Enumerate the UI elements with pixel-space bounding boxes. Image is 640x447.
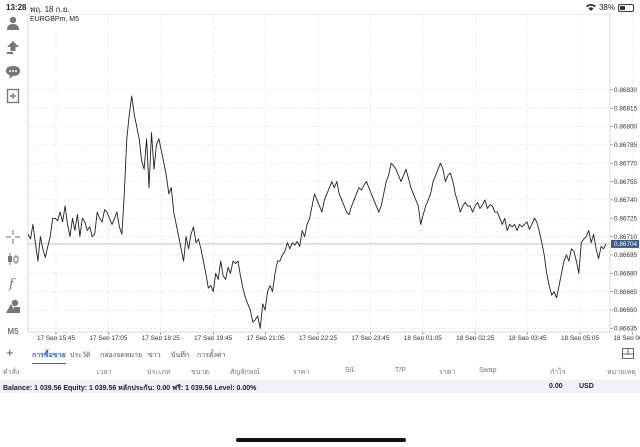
add-icon[interactable]: + — [6, 345, 14, 360]
col-current-price[interactable]: ราคา — [439, 369, 456, 376]
crosshair-icon[interactable] — [4, 228, 22, 246]
col-swap[interactable]: Swap — [479, 367, 497, 374]
account-icon[interactable] — [4, 14, 22, 32]
account-currency: USD — [579, 383, 594, 390]
window-icon[interactable] — [622, 348, 634, 359]
trade-up-icon[interactable] — [4, 38, 22, 56]
col-tp[interactable]: T/P — [395, 367, 406, 374]
balance-row[interactable]: Balance: 1 039.56 Equity: 1 039.56 หลักป… — [0, 380, 640, 393]
y-tick-label: 0.86665 — [614, 289, 638, 296]
y-tick-label: 0.86725 — [614, 215, 638, 222]
x-tick-label: 18 Sep 06:25 — [613, 335, 640, 340]
col-order[interactable]: คำสั่ง — [3, 369, 20, 376]
battery-percent: 38% — [598, 3, 615, 12]
col-sl[interactable]: S/L — [345, 367, 356, 374]
current-price-label: 0.86704 — [614, 241, 638, 248]
y-tick-label: 0.86680 — [614, 270, 638, 277]
wifi-icon — [585, 4, 596, 11]
y-tick-label: 0.86695 — [614, 252, 638, 259]
tab-news[interactable]: ข่าว — [148, 352, 161, 359]
chart-canvas[interactable]: 17 Sep 15:45 17 Sep 17:05 17 Sep 18:25 17 S… — [26, 14, 640, 340]
y-tick-label: 0.86815 — [614, 105, 638, 112]
y-tick-label: 0.86830 — [614, 87, 638, 94]
x-tick-label: 17 Sep 23:45 — [351, 335, 389, 340]
col-price[interactable]: ราคา — [293, 369, 310, 376]
col-symbol[interactable]: สัญลักษณ์ — [230, 369, 260, 376]
status-bar: 13:28 พฤ. 18 ก.ย. 38% — [0, 0, 640, 14]
chart-frame — [27, 14, 611, 333]
objects-icon[interactable] — [4, 297, 22, 315]
x-tick-label: 17 Sep 18:25 — [142, 335, 180, 340]
y-tick-label: 0.86770 — [614, 160, 638, 167]
status-date: พฤ. 18 ก.ย. — [30, 5, 70, 14]
x-tick-label: 17 Sep 15:45 — [37, 335, 75, 340]
col-type[interactable]: ประเภท — [147, 369, 171, 376]
col-volume[interactable]: ขนาด — [191, 369, 210, 376]
timeframe-button[interactable]: M5 — [7, 326, 19, 336]
tab-trade[interactable]: การซื้อขาย — [32, 352, 66, 364]
x-tick-label: 17 Sep 22:25 — [299, 335, 337, 340]
orders-column-headers: คำสั่ง เวลา ประเภท ขนาด สัญลักษณ์ ราคา S… — [0, 364, 640, 378]
y-tick-label: 0.86755 — [614, 179, 638, 186]
terminal-tabs: + การซื้อขาย ประวัติ กล่องจดหมาย ข่าว บั… — [0, 345, 640, 364]
y-tick-label: 0.86650 — [614, 307, 638, 314]
chat-icon[interactable] — [4, 63, 22, 81]
status-right: 38% — [585, 3, 634, 12]
x-tick-label: 18 Sep 01:05 — [404, 335, 442, 340]
y-tick-label: 0.86740 — [614, 197, 638, 204]
price-chart[interactable]: 17 Sep 15:45 17 Sep 17:05 17 Sep 18:25 17 S… — [26, 14, 640, 340]
col-profit[interactable]: กำไร — [550, 369, 566, 376]
y-tick-label: 0.86785 — [614, 142, 638, 149]
battery-icon — [618, 3, 634, 12]
new-document-icon[interactable] — [4, 87, 22, 105]
col-time[interactable]: เวลา — [97, 369, 112, 376]
x-tick-label: 17 Sep 17:05 — [89, 335, 127, 340]
tab-settings[interactable]: การตั้งค่า — [197, 352, 226, 359]
profit-total: 0.00 — [549, 383, 563, 390]
home-indicator[interactable] — [236, 438, 406, 442]
candles-icon[interactable] — [4, 250, 22, 268]
col-comment[interactable]: หมายเหตุ — [607, 369, 636, 376]
chart-symbol: EURGBPm, M5 — [30, 16, 80, 23]
x-tick-label: 18 Sep 03:45 — [509, 335, 547, 340]
current-price-tag — [611, 239, 639, 248]
tab-journal[interactable]: บันทึก — [171, 352, 190, 359]
status-time: 13:28 — [6, 3, 27, 12]
chart-toolbar: f M5 — [0, 14, 26, 340]
y-tick-label: 0.86710 — [614, 234, 638, 241]
function-icon[interactable]: f — [4, 274, 22, 292]
tab-mailbox[interactable]: กล่องจดหมาย — [100, 352, 143, 359]
x-tick-label: 18 Sep 05:05 — [561, 335, 599, 340]
svg-text:f: f — [8, 277, 16, 291]
y-tick-label: 0.86800 — [614, 124, 638, 131]
balance-text: Balance: 1 039.56 Equity: 1 039.56 หลักป… — [3, 385, 257, 392]
price-series-line — [27, 95, 607, 329]
tab-history[interactable]: ประวัติ — [70, 352, 91, 359]
x-tick-label: 17 Sep 19:45 — [194, 335, 232, 340]
x-tick-label: 18 Sep 02:25 — [456, 335, 494, 340]
x-tick-label: 17 Sep 21:05 — [247, 335, 285, 340]
y-tick-label: 0.86635 — [614, 326, 638, 333]
